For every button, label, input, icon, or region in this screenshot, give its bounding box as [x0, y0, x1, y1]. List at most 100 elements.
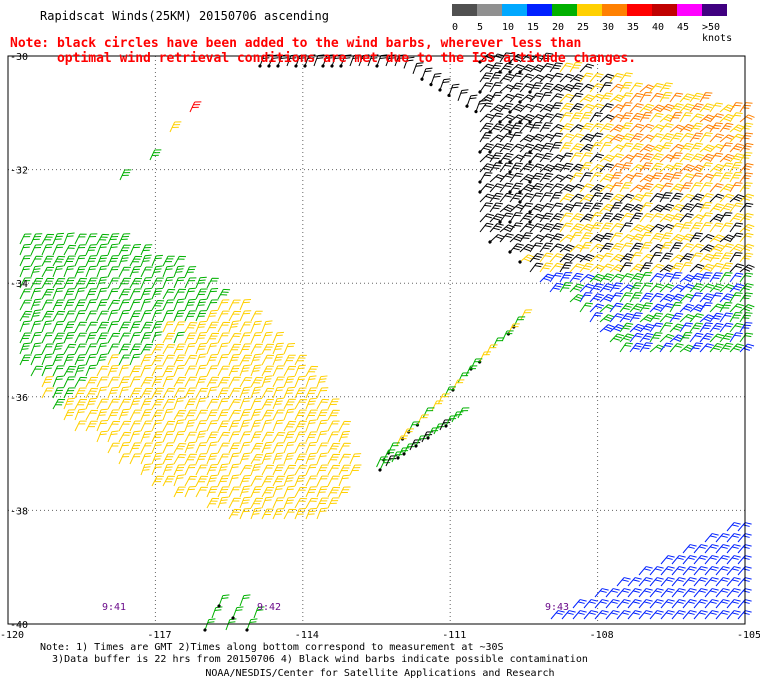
wind-barb [726, 610, 741, 620]
wind-barb [184, 287, 196, 300]
wind-barb [638, 610, 653, 620]
wind-barb [579, 133, 595, 143]
wind-barb [609, 302, 624, 313]
wind-barb [599, 314, 615, 323]
wind-barb [589, 273, 605, 283]
wind-barb [140, 266, 153, 278]
wind-barb [719, 302, 733, 313]
wind-barb [519, 243, 535, 253]
wind-barb [412, 62, 424, 74]
wind-barb [420, 67, 433, 81]
wind-barb [74, 387, 87, 399]
wind-barb [283, 375, 295, 388]
wind-barb [619, 342, 633, 353]
wind-barb [729, 232, 744, 243]
wind-barb [162, 408, 174, 421]
wind-barb [669, 111, 683, 123]
wind-barb [699, 92, 713, 103]
wind-barb [129, 255, 143, 267]
wind-barb [616, 599, 631, 609]
wind-barb [679, 123, 695, 133]
wind-barb [96, 365, 109, 377]
wind-barb [528, 82, 543, 94]
wind-barb [709, 262, 724, 273]
wind-barb [659, 272, 674, 283]
wind-barb [508, 162, 523, 174]
wind-barb [572, 599, 587, 609]
wind-barb [396, 447, 410, 460]
wind-barb [619, 162, 633, 173]
wind-barb [539, 252, 554, 263]
wind-barb [316, 398, 330, 410]
wind-barb [173, 376, 187, 388]
wind-barb [30, 309, 42, 322]
wind-barb [529, 223, 544, 233]
wind-barb [74, 398, 88, 410]
wind-barb [638, 577, 653, 587]
wind-barb [239, 496, 251, 509]
wind-barb [228, 474, 240, 487]
wind-barb [272, 442, 285, 454]
wind-barb [465, 365, 478, 377]
wind-barb [639, 84, 655, 93]
wind-barb [649, 104, 665, 113]
wind-barb [206, 332, 219, 344]
wind-barb [627, 577, 642, 587]
wind-barb [737, 555, 752, 565]
wind-barb [619, 203, 635, 213]
wind-barb [30, 265, 42, 278]
wind-barb [438, 78, 451, 92]
wind-barb [173, 430, 186, 443]
wind-barb [140, 354, 153, 366]
wind-barb [129, 321, 142, 333]
wind-barb [539, 152, 554, 163]
wind-barb [599, 263, 615, 273]
wind-barb [669, 132, 684, 143]
wind-barb [739, 332, 754, 343]
wind-barb [339, 54, 352, 68]
wind-barb [239, 475, 252, 487]
wind-barb [41, 376, 54, 388]
wind-barb [272, 508, 285, 520]
wind-barb [689, 142, 704, 153]
wind-barb [669, 233, 685, 243]
wind-barb [737, 588, 752, 598]
wind-barb [619, 154, 635, 163]
wind-barb [579, 63, 595, 73]
wind-barb [85, 255, 98, 267]
wind-barb [509, 233, 525, 243]
wind-barb [129, 453, 142, 465]
wind-barb [338, 420, 351, 432]
wind-barb [162, 265, 174, 278]
wind-barb [489, 112, 504, 123]
wind-barb [739, 304, 755, 313]
scale-label: 15 [527, 22, 540, 33]
wind-barb [579, 193, 595, 203]
wind-barb [173, 354, 186, 366]
wind-barb [129, 365, 142, 377]
wind-barb [217, 398, 230, 410]
scale-label: 0 [452, 22, 459, 33]
wind-barb [272, 464, 285, 476]
wind-barb [173, 321, 186, 333]
wind-barb [715, 544, 730, 554]
wind-barb [239, 397, 251, 410]
wind-barb [250, 408, 262, 421]
wind-barb [619, 193, 635, 203]
wind-barb [96, 254, 108, 267]
scale-label: 35 [627, 22, 640, 33]
wind-barb [118, 299, 131, 311]
wind-barb [737, 522, 752, 532]
wind-barb [619, 173, 635, 183]
wind-barb [619, 322, 634, 333]
wind-barb [589, 72, 604, 83]
wind-barb [96, 276, 108, 289]
wind-barb [30, 331, 42, 344]
wind-barb [638, 599, 653, 609]
wind-barb [679, 253, 694, 263]
wind-barb [529, 64, 545, 73]
wind-barb [140, 364, 152, 377]
wind-barb [96, 287, 108, 300]
wind-barb [478, 183, 494, 194]
wind-barb [599, 212, 614, 223]
